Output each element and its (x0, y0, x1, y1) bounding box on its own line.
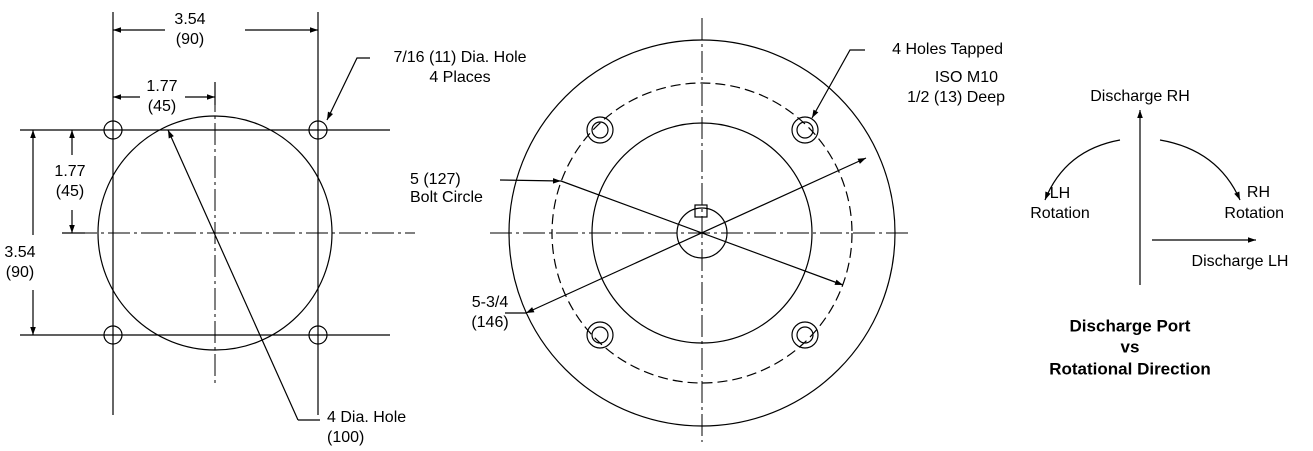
dim-text: 1.77 (54, 163, 85, 180)
note-text: 4 Places (429, 69, 490, 86)
left-view: 3.54 (90) 1.77 (45) 7/16 (11) Dia. Hole … (4, 11, 526, 446)
note-text: Bolt Circle (410, 189, 483, 206)
direction-label: RH (1247, 184, 1270, 201)
note-text: 4 Dia. Hole (327, 409, 406, 426)
middle-view: 4 Holes Tapped ISO M10 1/2 (13) Deep 5 (… (410, 18, 1005, 442)
note-text: (100) (327, 429, 364, 446)
rotation-view: Discharge RH LH Rotation RH Rotation Dis… (1030, 88, 1288, 378)
note-text: 7/16 (11) Dia. Hole (393, 49, 526, 66)
note-text: ISO M10 (935, 69, 998, 86)
dim-text: 3.54 (174, 11, 205, 28)
dim-text: (146) (471, 314, 508, 331)
dim-text: (90) (6, 264, 34, 281)
dim-text: 1.77 (146, 78, 177, 95)
dim-text: (45) (148, 98, 176, 115)
note-text: 5 (127) (410, 171, 461, 188)
view-title: Discharge Port (1070, 316, 1191, 335)
direction-label: Discharge RH (1090, 88, 1190, 105)
direction-label: Rotation (1030, 205, 1090, 222)
view-title: vs (1121, 337, 1140, 356)
dim-text: (45) (56, 183, 84, 200)
direction-label: Rotation (1224, 205, 1284, 222)
dim-text: 5-3/4 (472, 294, 509, 311)
dim-text: (90) (176, 31, 204, 48)
direction-label: Discharge LH (1192, 253, 1289, 270)
note-text: 4 Holes Tapped (892, 41, 1003, 58)
view-title: Rotational Direction (1049, 359, 1211, 378)
dim-text: 3.54 (4, 244, 35, 261)
note-text: 1/2 (13) Deep (907, 89, 1005, 106)
direction-label: LH (1050, 185, 1070, 202)
